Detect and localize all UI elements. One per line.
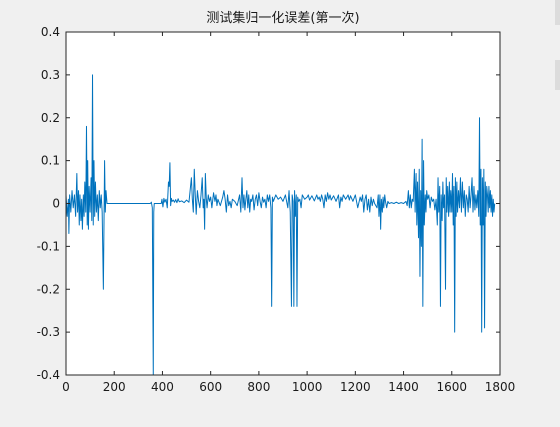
tick-layer: 0 200 400 600 800 1000 1200 1400 1600 1800 0.4 0.3 0… (37, 25, 516, 394)
x-tick-label: 1200 (340, 380, 371, 394)
series-layer (65, 74, 496, 376)
y-tick-label: -0.2 (37, 282, 60, 296)
chart-title: 测试集归一化误差(第一次) (206, 10, 359, 26)
window-edge-strip (555, 60, 560, 90)
y-tick-label: 0.4 (41, 25, 60, 39)
y-tick-label: 0.3 (41, 68, 60, 82)
y-tick-label: -0.3 (37, 325, 60, 339)
y-tick-label: -0.1 (37, 239, 60, 253)
window-edge-strip (555, 0, 560, 25)
x-tick-label: 1400 (388, 380, 419, 394)
y-tick-label: 0.1 (41, 154, 60, 168)
x-tick-label: 1000 (292, 380, 323, 394)
y-tick-label: 0.2 (41, 111, 60, 125)
x-tick-label: 1800 (485, 380, 516, 394)
x-tick-label: 800 (247, 380, 270, 394)
x-tick-label: 400 (151, 380, 174, 394)
series-line (65, 74, 496, 376)
x-tick-label: 0 (62, 380, 70, 394)
y-tick-label: -0.4 (37, 368, 60, 382)
axes-box (65, 31, 501, 376)
x-tick-label: 1600 (437, 380, 468, 394)
y-tick-label: 0 (52, 197, 60, 211)
x-tick-label: 600 (199, 380, 222, 394)
x-tick-label: 200 (103, 380, 126, 394)
